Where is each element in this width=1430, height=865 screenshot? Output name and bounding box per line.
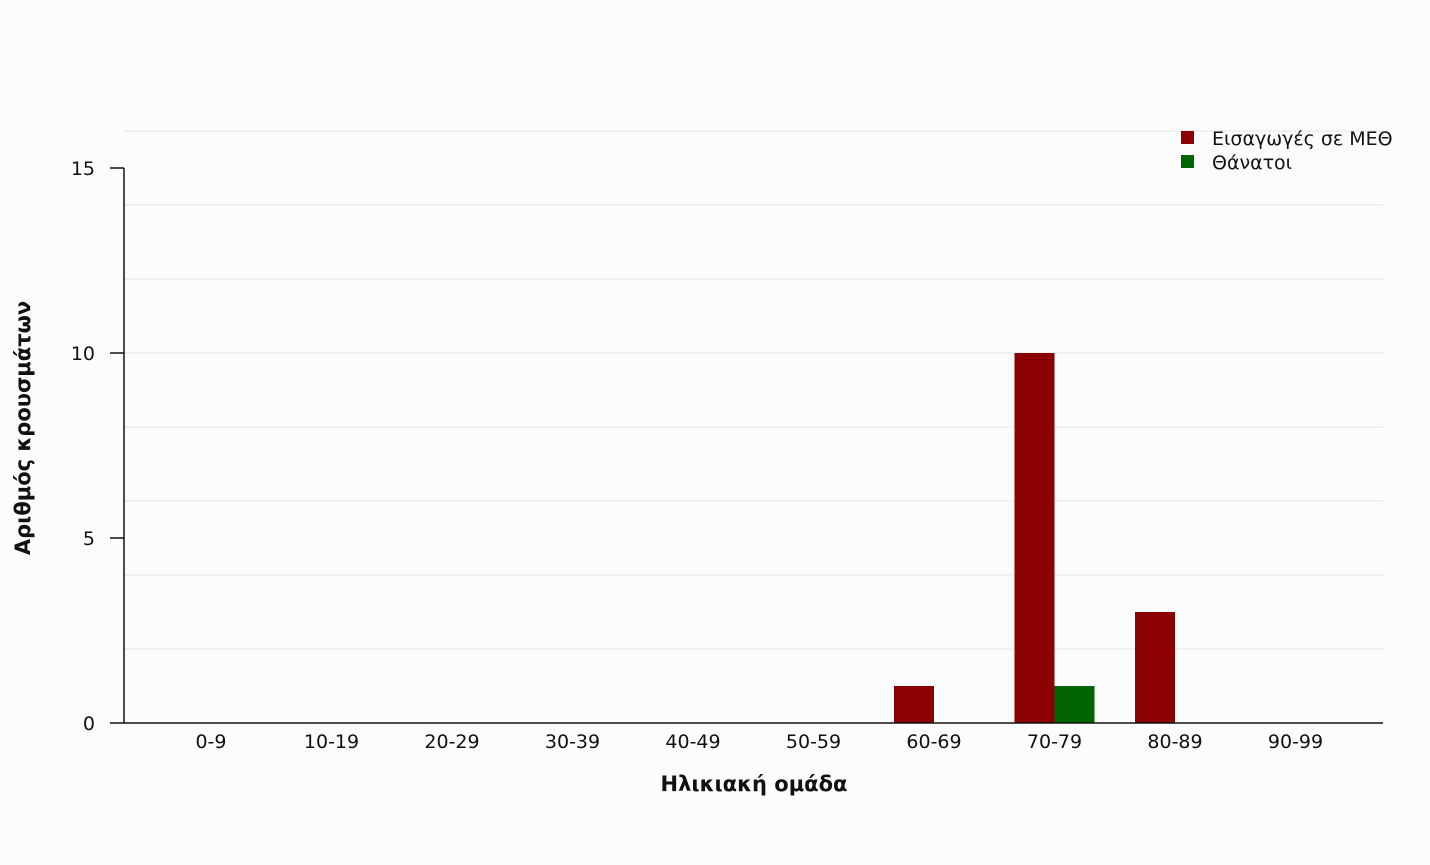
y-axis-title: Αριθμός κρουσμάτων — [11, 301, 35, 555]
x-tick-label: 90-99 — [1268, 731, 1323, 753]
x-tick-label: 40-49 — [665, 731, 720, 753]
y-axis-ticks: 0 5 10 15 — [71, 158, 124, 735]
bar-deaths-70-79 — [1054, 686, 1095, 723]
bar-icu-60-69 — [894, 686, 934, 723]
x-axis-ticks: 0-9 10-19 20-29 30-39 40-49 50-59 60-69 70-79 80… — [195, 731, 1323, 753]
legend-swatch — [1181, 131, 1194, 144]
y-tick-label: 5 — [83, 528, 95, 550]
y-tick-label: 0 — [83, 713, 95, 735]
x-tick-label: 10-19 — [304, 731, 359, 753]
x-tick-label: 30-39 — [545, 731, 600, 753]
x-tick-label: 50-59 — [786, 731, 841, 753]
x-tick-label: 80-89 — [1147, 731, 1202, 753]
legend-swatch — [1181, 155, 1194, 168]
x-tick-label: 20-29 — [424, 731, 479, 753]
axes — [123, 168, 1383, 724]
x-axis-title: Ηλικιακή ομάδα — [661, 772, 848, 796]
bar-icu-80-89 — [1135, 612, 1175, 723]
y-tick-label: 15 — [71, 158, 95, 180]
y-tick-label: 10 — [71, 343, 95, 365]
gridlines — [124, 130, 1383, 650]
legend-label: Θάνατοι — [1212, 152, 1292, 174]
x-tick-label: 70-79 — [1027, 731, 1082, 753]
bar-icu-70-79 — [1014, 353, 1055, 723]
legend-label: Εισαγωγές σε ΜΕΘ — [1212, 128, 1393, 150]
x-tick-label: 0-9 — [195, 731, 226, 753]
bars — [894, 353, 1175, 723]
x-tick-label: 60-69 — [906, 731, 961, 753]
